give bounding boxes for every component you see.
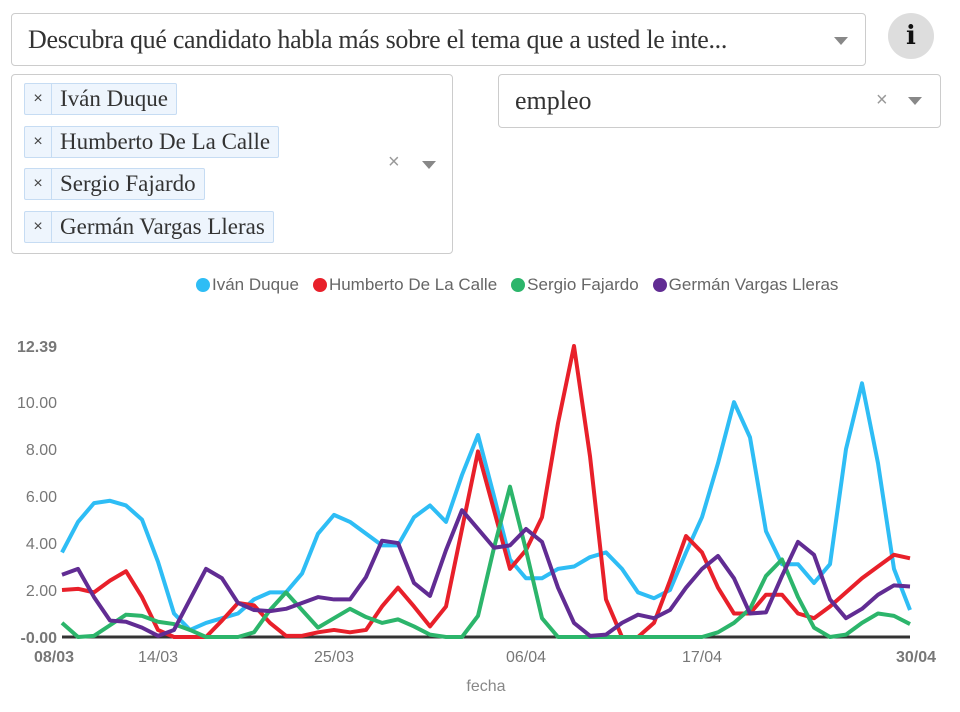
- y-tick-label: 12.39: [17, 339, 57, 356]
- x-tick-label: 17/04: [682, 649, 722, 666]
- y-tick-label: -0.00: [21, 630, 58, 647]
- chevron-down-icon[interactable]: [834, 37, 848, 45]
- legend-item[interactable]: Iván Duque: [196, 275, 299, 295]
- candidate-tag-label: Iván Duque: [60, 86, 168, 111]
- x-axis-label: fecha: [466, 678, 505, 695]
- legend-item[interactable]: Germán Vargas Lleras: [652, 275, 839, 295]
- candidate-tag: × Iván Duque: [24, 83, 177, 115]
- remove-tag-icon[interactable]: ×: [25, 212, 52, 242]
- legend-dot-icon: [312, 278, 327, 292]
- candidate-tag: × Germán Vargas Lleras: [24, 211, 274, 243]
- legend-label: Humberto De La Calle: [328, 275, 498, 294]
- x-tick-label: 14/03: [138, 649, 178, 666]
- series-line-sergio-fajardo: [60, 484, 911, 639]
- legend-dot-icon: [652, 278, 667, 292]
- chevron-down-icon[interactable]: [908, 97, 922, 105]
- y-tick-label: 8.00: [26, 442, 57, 459]
- chevron-down-icon[interactable]: [422, 161, 436, 169]
- x-tick-label: 08/03: [34, 649, 74, 666]
- chart-legend: Iván Duque Humberto De La Calle Sergio Faj…: [196, 275, 838, 295]
- legend-item[interactable]: Sergio Fajardo: [511, 275, 639, 295]
- clear-icon[interactable]: ×: [388, 151, 400, 173]
- y-tick-label: 4.00: [26, 536, 57, 553]
- series-line-humberto-de-la-calle: [61, 344, 911, 639]
- series-line-iv-n-duque: [60, 381, 912, 632]
- legend-label: Sergio Fajardo: [527, 275, 639, 294]
- legend-label: Germán Vargas Lleras: [668, 275, 839, 294]
- topic-keyword-select[interactable]: empleo ×: [498, 74, 941, 128]
- remove-tag-icon[interactable]: ×: [25, 84, 52, 114]
- remove-tag-icon[interactable]: ×: [25, 169, 52, 199]
- candidate-tag-label: Sergio Fajardo: [60, 171, 196, 196]
- y-tick-label: 2.00: [26, 583, 57, 600]
- clear-icon[interactable]: ×: [876, 89, 888, 111]
- candidate-tag: × Sergio Fajardo: [24, 168, 205, 200]
- candidate-tag-label: Germán Vargas Lleras: [60, 214, 265, 239]
- legend-dot-icon: [511, 278, 526, 292]
- series-line-germ-n-vargas-lleras: [61, 508, 911, 638]
- legend-item[interactable]: Humberto De La Calle: [312, 275, 498, 295]
- legend-label: Iván Duque: [212, 275, 299, 294]
- legend-dot-icon: [196, 278, 210, 292]
- y-tick-label: 10.00: [17, 395, 57, 412]
- x-tick-label: 30/04: [896, 649, 936, 666]
- y-tick-label: 6.00: [26, 489, 57, 506]
- topic-select-value: Descubra qué candidato habla más sobre e…: [28, 25, 728, 54]
- candidate-tag: × Humberto De La Calle: [24, 126, 280, 158]
- candidates-select[interactable]: × Iván Duque × Humberto De La Calle × Sergi…: [11, 74, 453, 254]
- topic-keyword-value: empleo: [515, 86, 592, 115]
- candidate-tag-label: Humberto De La Calle: [60, 129, 271, 154]
- remove-tag-icon[interactable]: ×: [25, 127, 52, 157]
- info-button[interactable]: i: [888, 13, 934, 59]
- x-tick-label: 06/04: [506, 649, 546, 666]
- topic-select[interactable]: Descubra qué candidato habla más sobre e…: [11, 13, 866, 66]
- x-tick-label: 25/03: [314, 649, 354, 666]
